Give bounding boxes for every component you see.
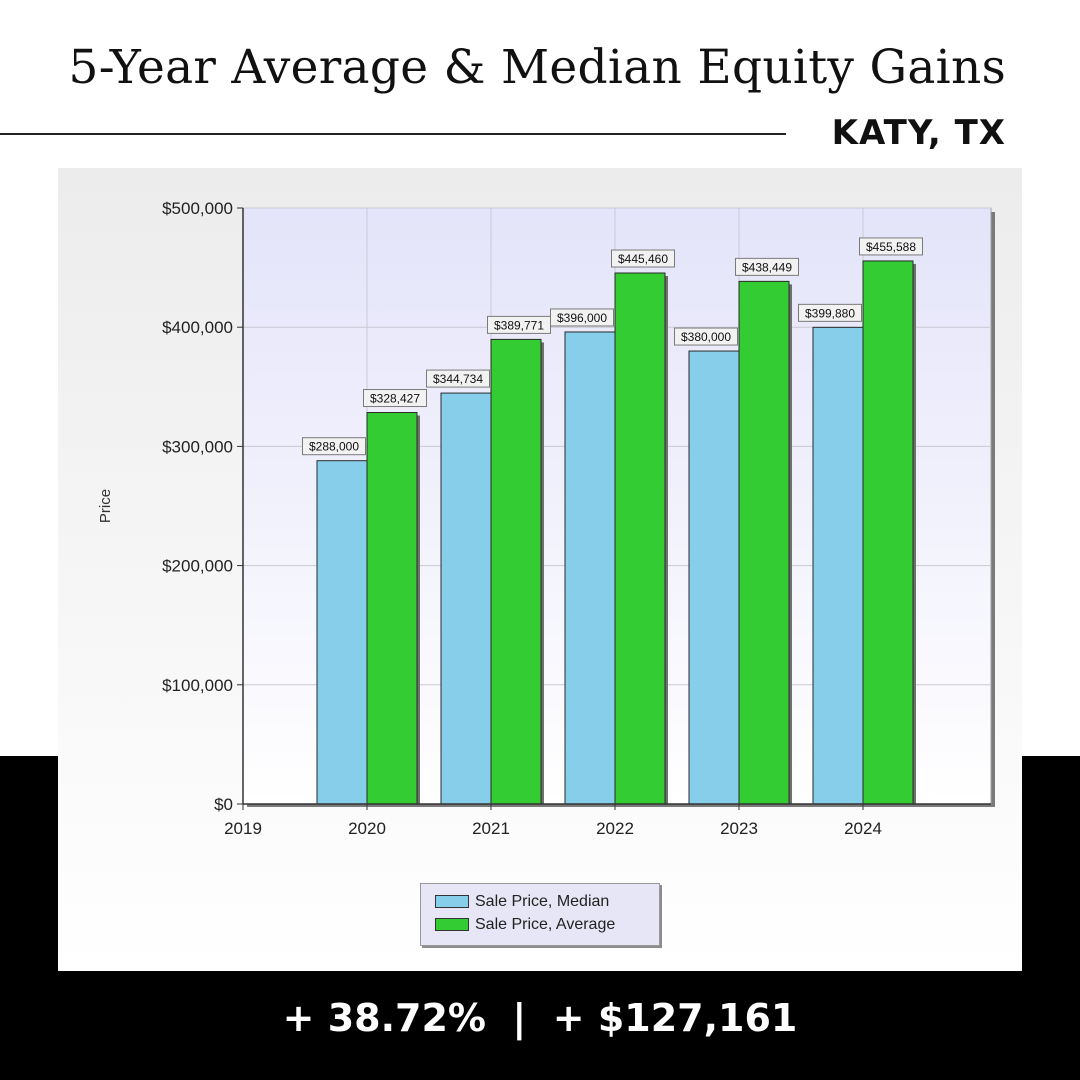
bar-chart: $0 $100,000 $200,000 $300,000 $400,000 $500,0…: [97, 199, 995, 838]
data-label-box: [674, 327, 738, 346]
title-divider: [0, 133, 786, 135]
y-tick-label: $300,000: [162, 437, 233, 456]
data-label-box: [859, 237, 923, 256]
data-label: $380,000: [681, 330, 731, 344]
legend-item-average: Sale Price, Average: [435, 913, 659, 936]
axes: $0 $100,000 $200,000 $300,000 $400,000 $500,0…: [162, 199, 991, 838]
y-tick-label: $200,000: [162, 557, 233, 576]
bar-median: [440, 392, 492, 805]
legend-label-average: Sale Price, Average: [475, 915, 616, 933]
x-tick-label: 2022: [596, 819, 634, 838]
data-labels: $288,000 $328,427 $344,734 $389,771 $396,000…: [302, 237, 923, 456]
legend-label-median: Sale Price, Median: [475, 892, 610, 910]
x-tick-label: 2024: [844, 819, 882, 838]
data-label: $288,000: [309, 440, 359, 454]
x-tick-label: 2019: [224, 819, 262, 838]
legend-item-median: Sale Price, Median: [435, 890, 659, 913]
page-title: 5-Year Average & Median Equity Gains: [68, 40, 1006, 95]
data-label: $438,449: [742, 260, 792, 274]
y-tick-label: $500,000: [162, 199, 233, 218]
data-label-box: [550, 308, 614, 327]
data-label: $445,460: [618, 252, 668, 266]
data-label-box: [363, 389, 427, 408]
data-label-box: [735, 257, 799, 276]
bar-average: [862, 260, 914, 805]
data-label-box: [798, 303, 862, 322]
y-tick-label: $100,000: [162, 676, 233, 695]
bar-median: [316, 460, 368, 805]
equity-gain-stats: + 38.72% | + $127,161: [282, 996, 798, 1040]
bar-median: [812, 326, 864, 805]
data-label-box: [302, 437, 366, 456]
bar-median: [564, 331, 616, 805]
x-tick-label: 2020: [348, 819, 386, 838]
location-subtitle: KATY, TX: [831, 113, 1006, 153]
data-label-box: [611, 249, 675, 268]
y-axis-title: Price: [97, 489, 114, 523]
data-label: $389,771: [494, 318, 544, 332]
legend-swatch-average: [435, 918, 469, 931]
y-tick-label: $0: [214, 795, 233, 814]
data-label: $344,734: [433, 372, 483, 386]
y-tick-label: $400,000: [162, 318, 233, 337]
bar-average: [614, 272, 666, 805]
bar-average: [738, 280, 790, 805]
data-label: $399,880: [805, 306, 855, 320]
data-label: $396,000: [557, 311, 607, 325]
bar-average: [366, 412, 418, 805]
data-label-box: [426, 369, 490, 388]
x-tick-label: 2021: [472, 819, 510, 838]
legend-swatch-median: [435, 895, 469, 908]
bars: [316, 260, 916, 805]
data-label: $328,427: [370, 392, 420, 406]
data-label: $455,588: [866, 240, 916, 254]
bar-median: [688, 350, 740, 805]
chart-legend: Sale Price, Median Sale Price, Average: [420, 883, 660, 946]
x-tick-label: 2023: [720, 819, 758, 838]
bar-average: [490, 338, 542, 805]
